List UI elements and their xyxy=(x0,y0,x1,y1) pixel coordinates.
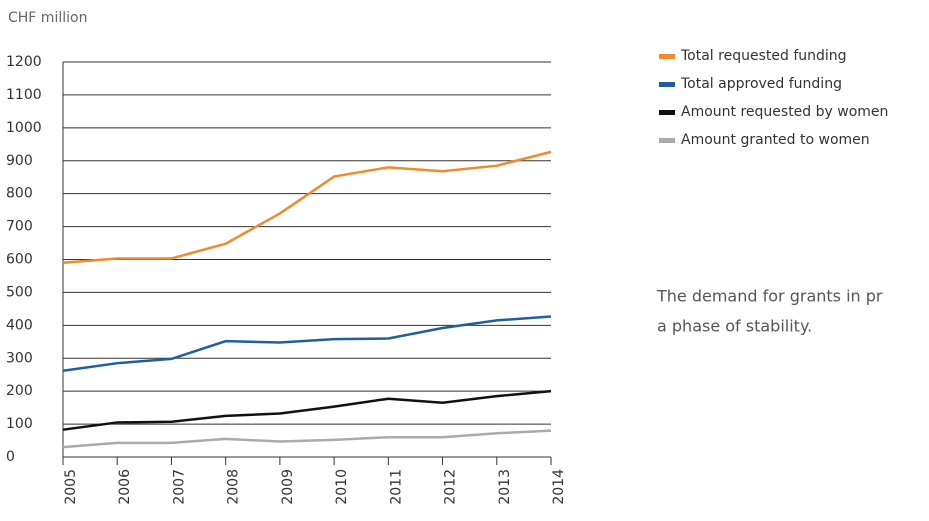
y-tick-label: 600 xyxy=(6,252,33,268)
y-tick-label: 400 xyxy=(6,317,33,333)
series-line xyxy=(62,389,552,431)
legend-label: Total requested funding xyxy=(680,48,847,64)
y-tick-label: 800 xyxy=(6,186,33,202)
x-tick-label: 2008 xyxy=(226,469,242,505)
y-tick-label: 0 xyxy=(6,449,15,465)
y-tick-label: 100 xyxy=(6,416,33,432)
legend-label: Amount granted to women xyxy=(681,132,870,148)
annotation: The demand for grants in pr xyxy=(656,287,883,306)
y-tick-label: 900 xyxy=(6,153,33,169)
x-tick-label: 2005 xyxy=(63,469,79,505)
x-tick-label: 2012 xyxy=(443,469,459,505)
y-tick-label: 200 xyxy=(6,383,33,399)
legend-label: Amount requested by women xyxy=(681,104,888,120)
y-tick-label: 300 xyxy=(6,350,33,366)
x-tick-label: 2006 xyxy=(117,469,133,505)
legend-swatch xyxy=(659,110,675,115)
legend-swatch xyxy=(659,54,675,59)
x-tick-label: 2013 xyxy=(497,469,513,505)
legend-swatch xyxy=(659,82,675,87)
x-tick-label: 2007 xyxy=(171,469,187,505)
y-axis-label: CHF million xyxy=(8,10,87,26)
y-tick-label: 1000 xyxy=(6,120,42,136)
x-tick-label: 2014 xyxy=(551,469,567,505)
annotation: a phase of stability. xyxy=(657,317,812,336)
x-tick-label: 2009 xyxy=(280,469,296,505)
series-line xyxy=(62,150,552,265)
x-tick-label: 2010 xyxy=(334,469,350,505)
series-line xyxy=(62,315,552,372)
x-tick-label: 2011 xyxy=(388,469,404,505)
legend-label: Total approved funding xyxy=(680,76,842,92)
series-line xyxy=(62,429,552,449)
y-tick-label: 1100 xyxy=(6,87,42,103)
y-tick-label: 500 xyxy=(6,284,33,300)
legend-swatch xyxy=(659,138,675,143)
y-tick-label: 1200 xyxy=(6,54,42,70)
y-tick-label: 700 xyxy=(6,219,33,235)
